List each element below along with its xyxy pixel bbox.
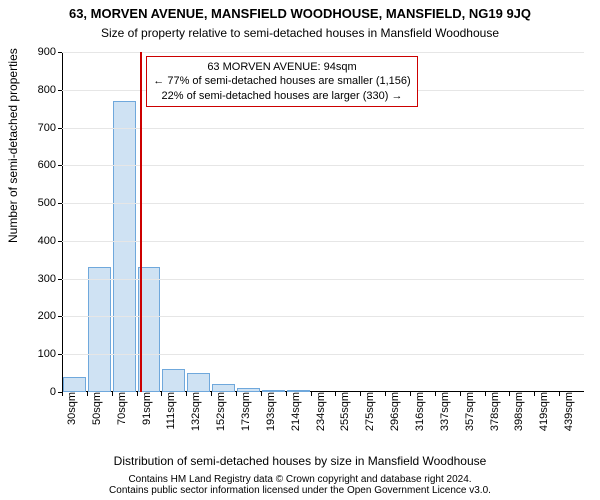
x-tick-mark bbox=[87, 392, 88, 396]
x-tick-label: 398sqm bbox=[513, 392, 525, 431]
callout-line-2: ← 77% of semi-detached houses are smalle… bbox=[153, 74, 410, 88]
x-tick-mark bbox=[236, 392, 237, 396]
x-tick-label: 193sqm bbox=[265, 392, 277, 431]
x-tick-mark bbox=[62, 392, 63, 396]
footnote-line-2: Contains public sector information licen… bbox=[0, 485, 600, 496]
x-tick-mark bbox=[385, 392, 386, 396]
x-tick-label: 70sqm bbox=[116, 392, 128, 425]
bar bbox=[162, 369, 185, 392]
x-tick-label: 439sqm bbox=[563, 392, 575, 431]
y-tick-label: 500 bbox=[38, 197, 62, 209]
page-title: 63, MORVEN AVENUE, MANSFIELD WOODHOUSE, … bbox=[0, 6, 600, 21]
x-tick-label: 50sqm bbox=[91, 392, 103, 425]
callout-line-3: 22% of semi-detached houses are larger (… bbox=[153, 89, 410, 103]
footnote-line-1: Contains HM Land Registry data © Crown c… bbox=[0, 474, 600, 485]
x-tick-label: 275sqm bbox=[364, 392, 376, 431]
y-tick-label: 600 bbox=[38, 159, 62, 171]
x-tick-mark bbox=[286, 392, 287, 396]
bar bbox=[63, 377, 86, 392]
x-tick-mark bbox=[161, 392, 162, 396]
x-tick-label: 357sqm bbox=[464, 392, 476, 431]
x-tick-mark bbox=[485, 392, 486, 396]
x-axis-title: Distribution of semi-detached houses by … bbox=[0, 454, 600, 468]
y-tick-label: 900 bbox=[38, 46, 62, 58]
y-tick-label: 0 bbox=[50, 386, 62, 398]
bar bbox=[88, 267, 111, 392]
x-tick-label: 255sqm bbox=[339, 392, 351, 431]
property-marker-line bbox=[140, 52, 142, 392]
page-subtitle: Size of property relative to semi-detach… bbox=[0, 26, 600, 40]
footnote: Contains HM Land Registry data © Crown c… bbox=[0, 474, 600, 496]
x-tick-mark bbox=[460, 392, 461, 396]
chart-plot-area: 010020030040050060070080090030sqm50sqm70… bbox=[62, 52, 584, 392]
bar bbox=[187, 373, 210, 392]
y-tick-label: 200 bbox=[38, 310, 62, 322]
x-tick-label: 337sqm bbox=[439, 392, 451, 431]
x-tick-label: 91sqm bbox=[141, 392, 153, 425]
y-tick-label: 300 bbox=[38, 273, 62, 285]
y-tick-label: 400 bbox=[38, 235, 62, 247]
x-tick-label: 152sqm bbox=[215, 392, 227, 431]
property-callout: 63 MORVEN AVENUE: 94sqm← 77% of semi-det… bbox=[146, 56, 417, 107]
x-tick-label: 419sqm bbox=[538, 392, 550, 431]
x-tick-mark bbox=[211, 392, 212, 396]
x-tick-label: 296sqm bbox=[389, 392, 401, 431]
x-tick-label: 378sqm bbox=[489, 392, 501, 431]
y-tick-label: 800 bbox=[38, 84, 62, 96]
y-axis-title: Number of semi-detached properties bbox=[6, 48, 20, 243]
x-tick-mark bbox=[261, 392, 262, 396]
x-tick-label: 316sqm bbox=[414, 392, 426, 431]
x-tick-label: 214sqm bbox=[290, 392, 302, 431]
y-tick-label: 700 bbox=[38, 122, 62, 134]
x-tick-mark bbox=[559, 392, 560, 396]
x-tick-label: 30sqm bbox=[66, 392, 78, 425]
callout-line-1: 63 MORVEN AVENUE: 94sqm bbox=[153, 60, 410, 74]
x-tick-mark bbox=[186, 392, 187, 396]
x-tick-mark bbox=[435, 392, 436, 396]
x-tick-mark bbox=[360, 392, 361, 396]
x-tick-mark bbox=[410, 392, 411, 396]
x-tick-mark bbox=[534, 392, 535, 396]
x-tick-label: 111sqm bbox=[165, 392, 177, 430]
bar bbox=[113, 101, 136, 392]
x-tick-mark bbox=[311, 392, 312, 396]
x-tick-label: 234sqm bbox=[315, 392, 327, 431]
x-tick-label: 173sqm bbox=[240, 392, 252, 431]
x-tick-mark bbox=[112, 392, 113, 396]
y-tick-label: 100 bbox=[38, 348, 62, 360]
x-tick-mark bbox=[509, 392, 510, 396]
bar bbox=[212, 384, 235, 392]
x-tick-label: 132sqm bbox=[190, 392, 202, 431]
x-tick-mark bbox=[137, 392, 138, 396]
x-tick-mark bbox=[335, 392, 336, 396]
